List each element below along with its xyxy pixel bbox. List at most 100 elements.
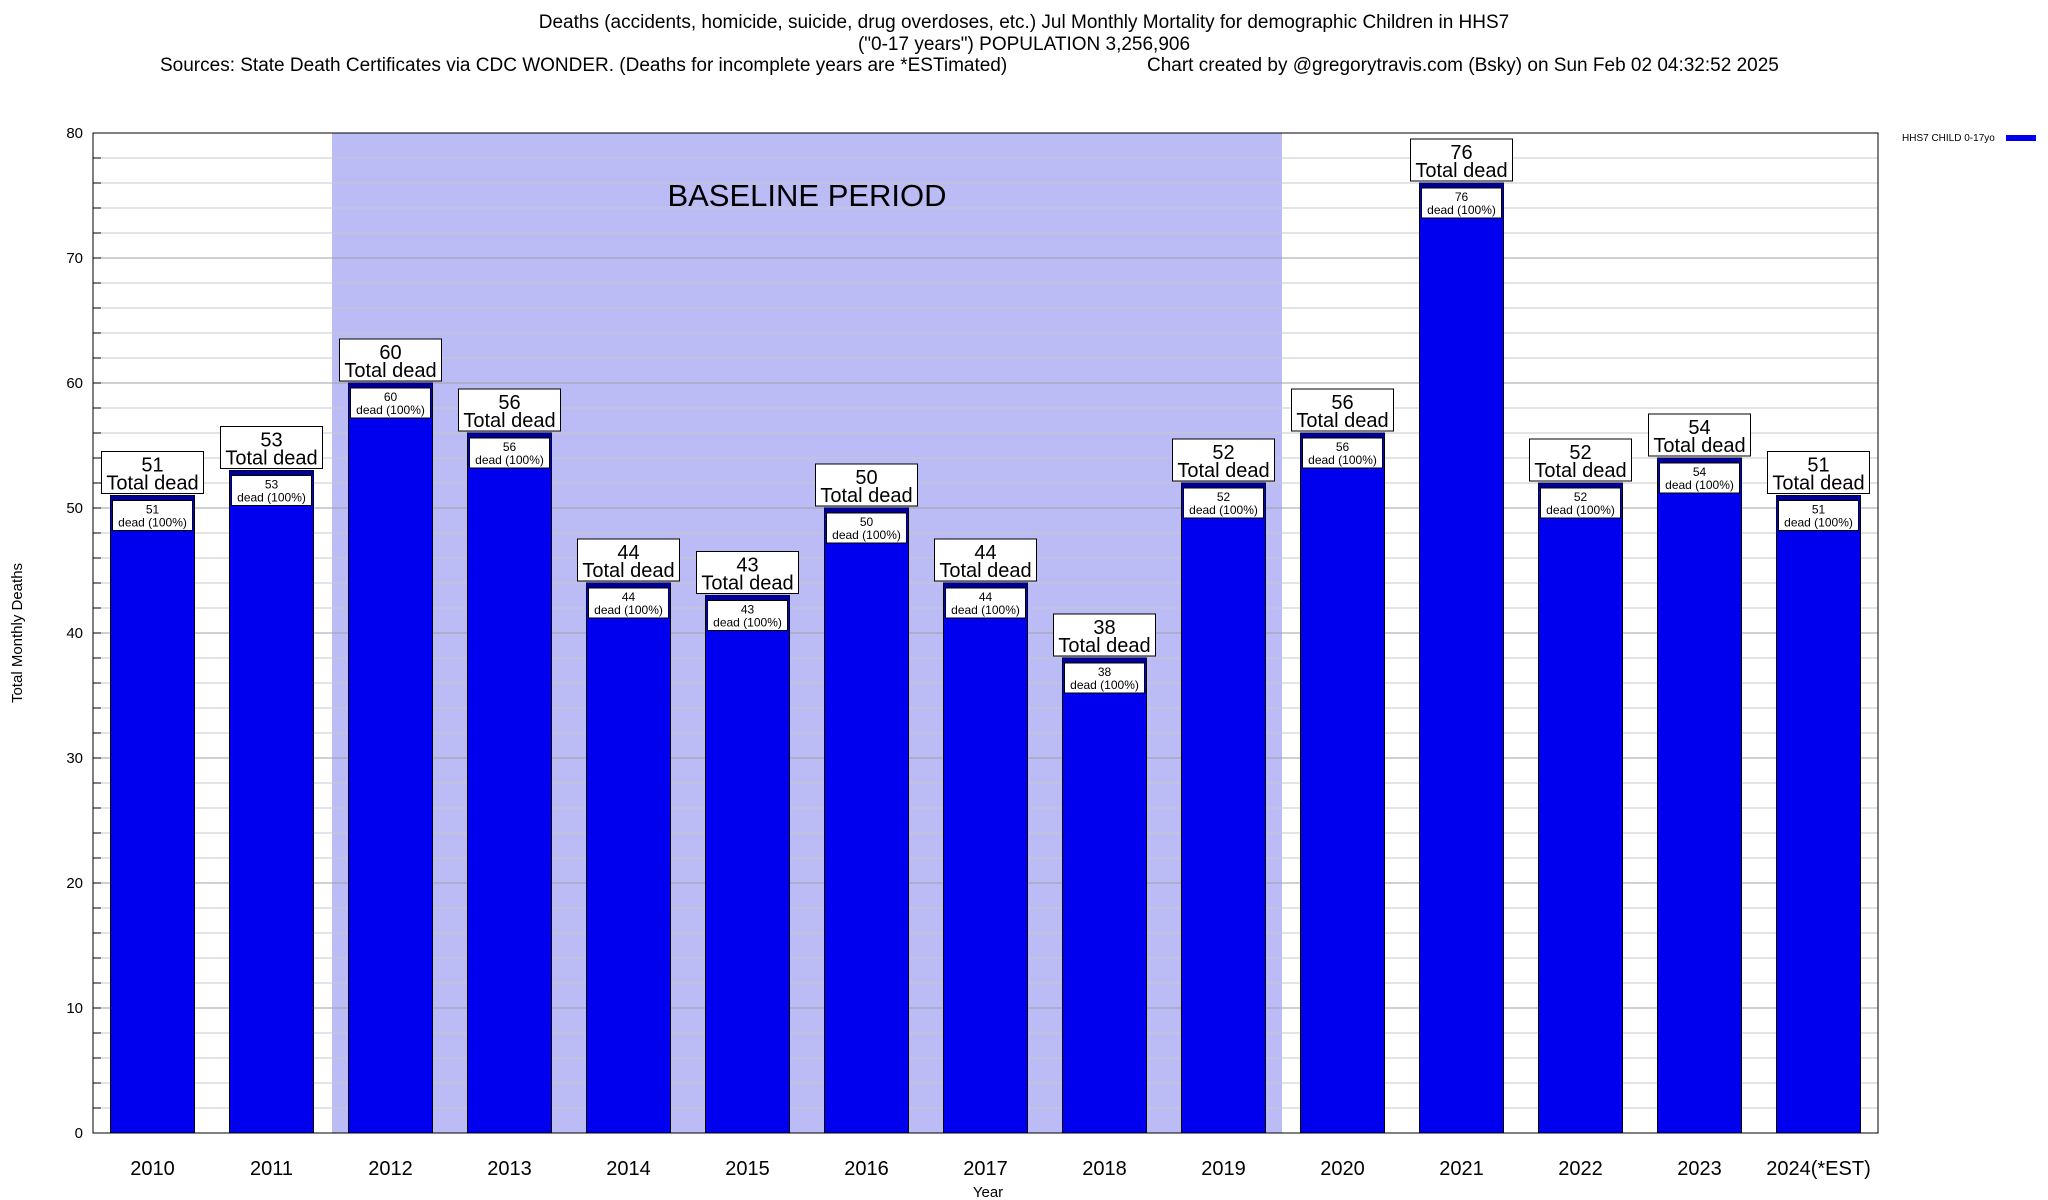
inner-label-box (826, 512, 907, 544)
inner-label-text: dead (100%) (594, 603, 663, 617)
x-tick-label: 2016 (844, 1158, 889, 1180)
inner-label-box (350, 387, 431, 419)
total-label-text: Total dead (1296, 410, 1388, 432)
bar-cap (467, 433, 552, 438)
bar-cap (705, 595, 790, 601)
total-label-box (1648, 413, 1751, 457)
inner-label-text: dead (100%) (713, 616, 782, 630)
inner-label-box (1540, 487, 1621, 519)
y-tick-label: 40 (66, 625, 83, 642)
chart-subtitle: ("0-17 years") POPULATION 3,256,906 (857, 34, 1191, 55)
bar (705, 595, 790, 1134)
inner-label-text: dead (100%) (1308, 453, 1377, 467)
baseline-label: BASELINE PERIOD (667, 178, 946, 213)
inner-label-value: 56 (1336, 440, 1350, 454)
inner-label-box (945, 587, 1026, 619)
x-tick-label: 2020 (1320, 1158, 1365, 1180)
bar-cap (348, 383, 433, 388)
x-tick-label: 2013 (487, 1158, 532, 1180)
bar (229, 470, 314, 1134)
inner-label-text: dead (100%) (237, 491, 306, 505)
bar (1181, 482, 1266, 1134)
chart-sources: Sources: State Death Certificates via CD… (160, 55, 1008, 76)
inner-label-text: dead (100%) (475, 453, 544, 467)
inner-label-box (707, 600, 788, 631)
bar-cap (229, 470, 314, 476)
inner-label-value: 51 (1812, 503, 1826, 517)
x-tick-label: 2012 (368, 1158, 413, 1180)
chart-title: Deaths (accidents, homicide, suicide, dr… (538, 12, 1510, 33)
total-label-box (458, 388, 561, 432)
total-label-box (1410, 138, 1513, 182)
bar (1300, 432, 1385, 1134)
inner-label-value: 52 (1574, 490, 1588, 504)
inner-label-value: 76 (1455, 190, 1469, 204)
bar-cap (1181, 483, 1266, 488)
total-label-box (101, 451, 204, 494)
legend-swatch (2006, 135, 2036, 141)
bar-cap (110, 495, 195, 501)
inner-label-text: dead (100%) (1665, 478, 1734, 492)
bar (467, 432, 552, 1134)
total-label-text: Total dead (106, 473, 198, 495)
total-label-value: 50 (855, 467, 877, 489)
inner-label-text: dead (100%) (356, 403, 425, 417)
total-label-text: Total dead (1058, 635, 1150, 657)
total-label-box (339, 338, 442, 382)
inner-label-box (1778, 500, 1859, 531)
chart-credit: Chart created by @gregorytravis.com (Bsk… (1147, 55, 1779, 76)
bar (348, 382, 433, 1134)
inner-label-value: 51 (146, 503, 160, 517)
total-label-text: Total dead (1534, 460, 1626, 482)
y-tick-label: 80 (66, 125, 83, 142)
plot-frame (92, 132, 1879, 1134)
inner-label-box (1302, 437, 1383, 469)
inner-label-value: 50 (860, 515, 874, 529)
bar-cap (586, 583, 671, 588)
total-label-value: 43 (736, 555, 758, 577)
total-label-value: 56 (1331, 392, 1353, 414)
x-axis-label: Year (973, 1184, 1003, 1200)
inner-label-box (1064, 662, 1145, 694)
total-label-text: Total dead (1653, 435, 1745, 457)
bar (1062, 657, 1147, 1134)
total-label-box (1529, 438, 1632, 482)
inner-label-box (469, 437, 550, 469)
total-label-value: 53 (260, 430, 282, 452)
inner-label-text: dead (100%) (832, 528, 901, 542)
y-tick-label: 30 (66, 750, 83, 767)
bar (110, 495, 195, 1134)
total-label-box (1053, 613, 1156, 657)
inner-label-box (112, 500, 193, 531)
inner-label-text: dead (100%) (1546, 503, 1615, 517)
total-label-box (1172, 438, 1275, 482)
inner-label-value: 53 (265, 478, 279, 492)
total-label-text: Total dead (344, 360, 436, 382)
total-label-text: Total dead (463, 410, 555, 432)
total-label-value: 56 (498, 392, 520, 414)
x-tick-label: 2017 (963, 1158, 1008, 1180)
total-label-text: Total dead (820, 485, 912, 507)
inner-label-text: dead (100%) (118, 516, 187, 530)
total-label-value: 44 (974, 542, 996, 564)
inner-label-text: dead (100%) (1427, 203, 1496, 217)
total-label-value: 51 (141, 455, 163, 477)
inner-label-value: 56 (503, 440, 517, 454)
inner-label-value: 43 (741, 603, 755, 617)
x-tick-label: 2021 (1439, 1158, 1484, 1180)
total-label-box (815, 463, 918, 507)
bar (1419, 182, 1504, 1134)
bar-cap (1419, 183, 1504, 188)
bar (824, 507, 909, 1134)
y-tick-label: 10 (66, 1000, 83, 1017)
bar-cap (1538, 483, 1623, 488)
y-tick-label: 70 (66, 250, 83, 267)
bar-cap (824, 508, 909, 513)
total-label-text: Total dead (1177, 460, 1269, 482)
bar (586, 582, 671, 1134)
total-label-value: 38 (1093, 617, 1115, 639)
total-label-value: 54 (1688, 417, 1710, 439)
x-tick-label: 2022 (1558, 1158, 1603, 1180)
total-label-box (220, 426, 323, 469)
